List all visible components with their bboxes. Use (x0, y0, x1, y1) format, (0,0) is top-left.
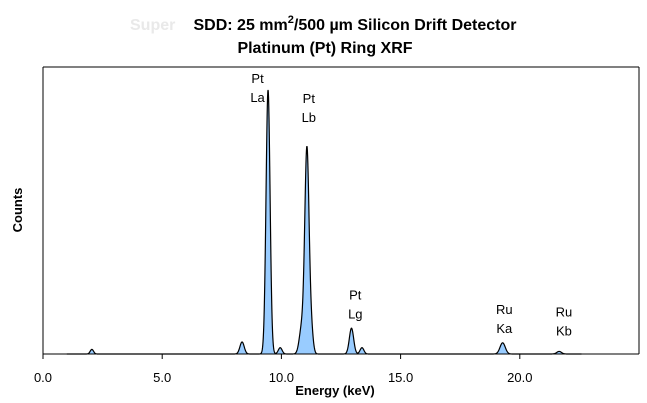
x-tick-label: 20.0 (507, 370, 532, 385)
peak-annotation-line: Lg (348, 306, 362, 321)
x-tick-label: 10.0 (269, 370, 294, 385)
peak-annotation-element: Ru (556, 305, 573, 320)
x-axis-label: Energy (keV) (295, 383, 374, 398)
peak-annotation-element: Ru (496, 302, 513, 317)
x-tick-label: 0.0 (34, 370, 52, 385)
chart-title-line1-a: SDD: 25 mm (194, 17, 288, 34)
x-tick-label: 5.0 (153, 370, 171, 385)
peak-annotation-line: Lb (302, 110, 316, 125)
peak-annotation-element: Pt (349, 287, 362, 302)
peak-annotation-line: Ka (496, 321, 513, 336)
chart-title-superscript: 2 (288, 14, 294, 26)
peak-annotation-element: Pt (251, 71, 264, 86)
x-tick-label: 15.0 (388, 370, 413, 385)
plot-area (42, 66, 640, 354)
chart-title-line2: Platinum (Pt) Ring XRF (237, 40, 412, 57)
peak-annotation-line: Kb (556, 324, 572, 339)
chart-title-line1-b: /500 µm Silicon Drift Detector (294, 17, 517, 34)
peak-annotation-element: Pt (303, 91, 316, 106)
chart-title-line1: SDD: 25 mm2/500 µm Silicon Drift Detecto… (194, 14, 517, 34)
chart-title-ghost: Super (130, 17, 175, 34)
y-axis-label: Counts (10, 188, 25, 233)
peak-annotation-line: La (250, 90, 265, 105)
